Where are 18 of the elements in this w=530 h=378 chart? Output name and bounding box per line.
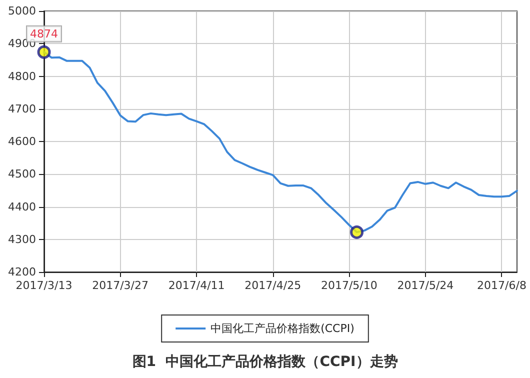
y-tick-label: 4500 xyxy=(8,168,36,181)
y-tick-label: 4600 xyxy=(8,135,36,148)
text: 图1 中国化工产品价格指数（CCPI）走势 xyxy=(132,353,398,370)
x-tick-label: 2017/5/10 xyxy=(320,279,378,292)
x-tick-label: 2017/3/13 xyxy=(16,279,72,292)
x-tick-label: 2017/4/11 xyxy=(168,279,225,292)
y-tick-label: 4700 xyxy=(8,102,36,116)
y-tick-label: 5000 xyxy=(8,4,36,18)
x-tick-label: 2017/3/27 xyxy=(92,279,148,292)
x-tick-label: 2017/4/25 xyxy=(244,279,302,292)
y-tick-label: 4200 xyxy=(8,266,36,278)
legend-label: 中国化工产品价格指数(CCPI) xyxy=(210,322,354,335)
y-tick-label: 4800 xyxy=(8,70,36,83)
data-label: 4874 xyxy=(30,27,58,40)
y-tick-label: 4400 xyxy=(8,200,36,214)
y-tick-label: 4300 xyxy=(8,232,36,246)
x-tick-label: 2017/5/24 xyxy=(397,279,454,292)
x-tick-label: 2017/6/8 xyxy=(477,279,526,292)
